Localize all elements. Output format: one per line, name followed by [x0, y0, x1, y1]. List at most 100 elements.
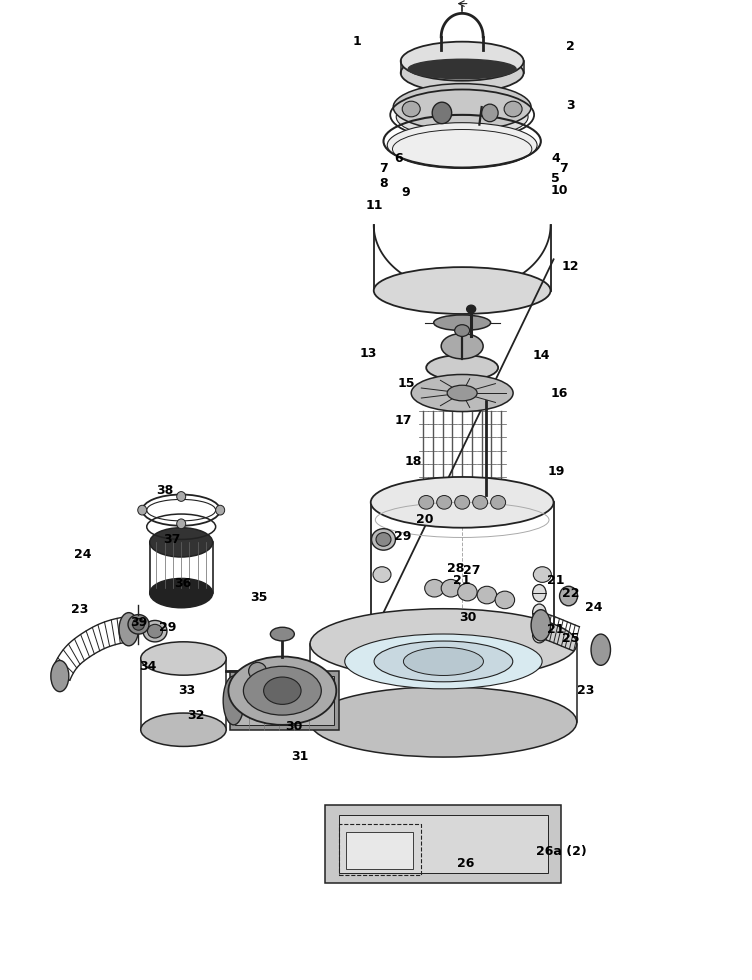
Ellipse shape: [532, 584, 546, 602]
Ellipse shape: [401, 42, 523, 80]
Ellipse shape: [410, 480, 514, 515]
Ellipse shape: [591, 634, 611, 665]
Text: 23: 23: [71, 604, 89, 616]
Ellipse shape: [434, 315, 490, 330]
Text: 3: 3: [566, 99, 575, 112]
Ellipse shape: [504, 101, 522, 117]
Ellipse shape: [467, 305, 476, 313]
Ellipse shape: [374, 641, 513, 682]
Bar: [235, 676, 334, 725]
Ellipse shape: [119, 612, 138, 646]
Ellipse shape: [310, 687, 577, 758]
Ellipse shape: [441, 333, 483, 359]
Ellipse shape: [490, 496, 505, 510]
Text: 32: 32: [187, 709, 205, 721]
Ellipse shape: [371, 528, 396, 550]
Ellipse shape: [455, 496, 470, 510]
Text: 4: 4: [551, 152, 560, 166]
Text: 30: 30: [285, 720, 302, 733]
Text: 6: 6: [394, 152, 403, 166]
Ellipse shape: [532, 627, 546, 643]
Text: 36: 36: [174, 577, 191, 590]
Text: 31: 31: [291, 750, 308, 762]
Text: 24: 24: [74, 548, 91, 561]
Bar: [338, 814, 547, 873]
Ellipse shape: [371, 477, 553, 527]
Ellipse shape: [143, 620, 167, 642]
Ellipse shape: [455, 324, 470, 336]
Text: 12: 12: [562, 260, 580, 272]
Text: 16: 16: [551, 386, 569, 400]
Text: 35: 35: [250, 592, 268, 605]
Text: 8: 8: [379, 176, 388, 190]
Bar: [325, 805, 561, 883]
Text: 7: 7: [559, 162, 568, 175]
Ellipse shape: [403, 648, 484, 675]
Ellipse shape: [51, 661, 69, 692]
Ellipse shape: [249, 662, 267, 680]
Ellipse shape: [441, 579, 461, 597]
Ellipse shape: [426, 355, 498, 380]
Text: 33: 33: [178, 684, 196, 697]
Ellipse shape: [229, 657, 336, 725]
Ellipse shape: [373, 566, 391, 582]
Bar: [346, 832, 414, 869]
Ellipse shape: [458, 583, 478, 601]
Text: 21: 21: [547, 574, 565, 587]
Ellipse shape: [425, 579, 444, 597]
Ellipse shape: [177, 492, 186, 502]
Ellipse shape: [128, 614, 149, 634]
Ellipse shape: [447, 385, 478, 401]
Ellipse shape: [244, 666, 321, 715]
Text: 23: 23: [577, 684, 595, 697]
Text: 27: 27: [463, 564, 481, 577]
Text: 9: 9: [402, 186, 411, 200]
Ellipse shape: [402, 101, 420, 117]
Ellipse shape: [138, 506, 147, 515]
Ellipse shape: [408, 59, 516, 78]
Text: 20: 20: [416, 514, 433, 526]
Text: 7: 7: [379, 162, 388, 175]
Ellipse shape: [401, 53, 523, 92]
Ellipse shape: [376, 532, 391, 546]
Text: 10: 10: [550, 183, 569, 197]
Text: 21: 21: [453, 574, 471, 587]
Text: 28: 28: [447, 563, 465, 575]
Ellipse shape: [531, 610, 550, 641]
Ellipse shape: [481, 104, 498, 122]
Ellipse shape: [387, 122, 537, 168]
Text: 21: 21: [547, 622, 565, 636]
Text: 30: 30: [459, 611, 476, 624]
Ellipse shape: [393, 83, 531, 130]
Text: 15: 15: [397, 376, 414, 390]
Text: 13: 13: [359, 348, 378, 361]
Ellipse shape: [344, 634, 542, 689]
Text: 22: 22: [562, 587, 580, 600]
Ellipse shape: [478, 586, 496, 604]
Text: 1: 1: [353, 35, 362, 48]
Ellipse shape: [150, 527, 213, 557]
Text: 18: 18: [405, 455, 422, 467]
Text: 24: 24: [584, 602, 602, 614]
Text: 39: 39: [131, 615, 148, 629]
Ellipse shape: [264, 677, 301, 705]
Ellipse shape: [177, 519, 186, 528]
Ellipse shape: [271, 627, 294, 641]
Ellipse shape: [495, 591, 514, 609]
Text: 34: 34: [140, 660, 157, 673]
Text: 38: 38: [156, 484, 174, 497]
Text: 14: 14: [532, 350, 550, 363]
Ellipse shape: [141, 713, 226, 747]
Text: 5: 5: [551, 172, 560, 185]
Ellipse shape: [411, 374, 513, 412]
Text: 2: 2: [566, 40, 575, 53]
Ellipse shape: [223, 676, 244, 725]
Text: 26: 26: [457, 857, 475, 870]
Bar: [230, 671, 338, 730]
Ellipse shape: [419, 496, 434, 510]
Ellipse shape: [141, 642, 226, 675]
Text: 29: 29: [159, 620, 177, 634]
Bar: [338, 824, 421, 875]
Ellipse shape: [147, 624, 162, 638]
Ellipse shape: [432, 102, 452, 123]
